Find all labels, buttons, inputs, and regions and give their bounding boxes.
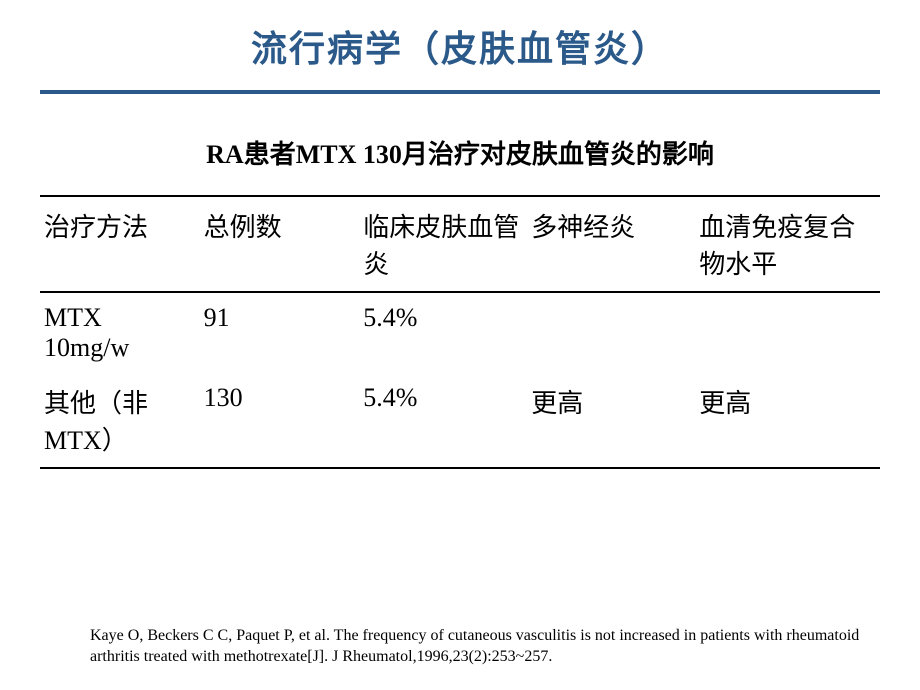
- cell: 5.4%: [359, 373, 527, 468]
- title-underline: [40, 90, 880, 94]
- page-title: 流行病学（皮肤血管炎）: [40, 20, 880, 72]
- col-header: 血清免疫复合物水平: [695, 196, 880, 292]
- slide: 流行病学（皮肤血管炎） RA患者MTX 130月治疗对皮肤血管炎的影响 治疗方法…: [0, 0, 920, 690]
- table-row: 其他（非MTX） 130 5.4% 更高 更高: [40, 373, 880, 468]
- table-row: MTX 10mg/w 91 5.4%: [40, 292, 880, 373]
- cell: 130: [200, 373, 360, 468]
- data-table: 治疗方法 总例数 临床皮肤血管炎 多神经炎 血清免疫复合物水平 MTX 10mg…: [40, 195, 880, 469]
- table-caption: RA患者MTX 130月治疗对皮肤血管炎的影响: [40, 134, 880, 171]
- col-header: 总例数: [200, 196, 360, 292]
- citation-text: Kaye O, Beckers C C, Paquet P, et al. Th…: [90, 625, 900, 668]
- col-header: 多神经炎: [527, 196, 695, 292]
- cell: 其他（非MTX）: [40, 373, 200, 468]
- col-header: 临床皮肤血管炎: [359, 196, 527, 292]
- cell: [527, 292, 695, 373]
- cell: [695, 292, 880, 373]
- cell: 更高: [527, 373, 695, 468]
- table-header-row: 治疗方法 总例数 临床皮肤血管炎 多神经炎 血清免疫复合物水平: [40, 196, 880, 292]
- cell: 5.4%: [359, 292, 527, 373]
- col-header: 治疗方法: [40, 196, 200, 292]
- cell: 91: [200, 292, 360, 373]
- cell: MTX 10mg/w: [40, 292, 200, 373]
- cell: 更高: [695, 373, 880, 468]
